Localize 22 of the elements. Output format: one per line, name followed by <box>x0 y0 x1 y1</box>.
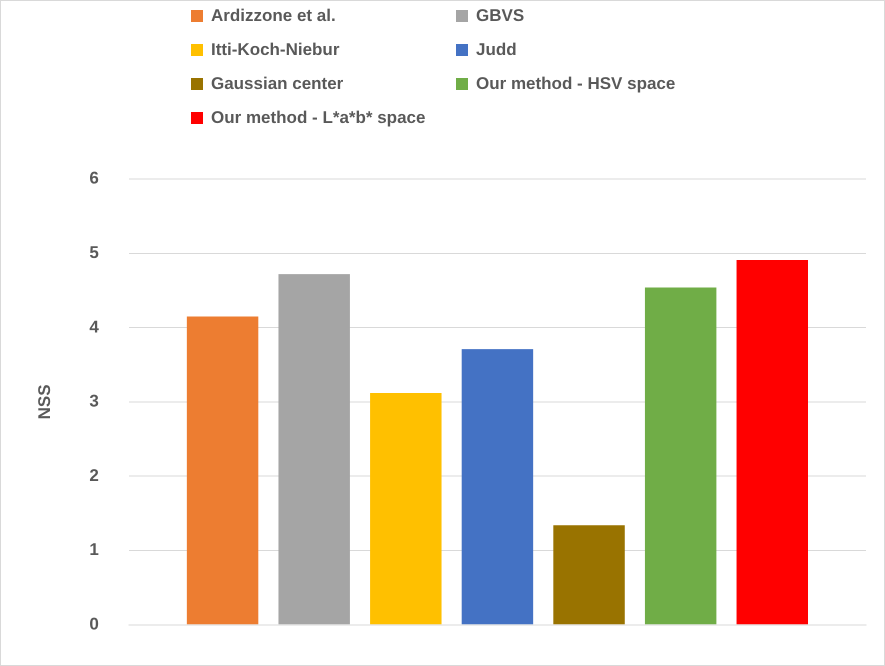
bar <box>644 287 716 624</box>
legend-label: Itti-Koch-Niebur <box>211 40 340 60</box>
legend-label: Judd <box>476 40 517 60</box>
legend-label: GBVS <box>476 6 524 26</box>
y-tick-label: 1 <box>89 540 99 560</box>
y-tick-label: 2 <box>89 466 99 485</box>
y-tick-label: 5 <box>89 242 99 262</box>
legend-label: Our method - L*a*b* space <box>211 108 426 128</box>
y-tick-label: 4 <box>89 317 100 336</box>
bar <box>278 274 350 624</box>
y-axis-title: NSS <box>34 384 54 420</box>
bar <box>553 525 625 624</box>
y-tick-label: 0 <box>89 614 99 634</box>
bar <box>462 349 534 624</box>
bar <box>370 392 442 624</box>
legend-label: Gaussian center <box>211 74 344 94</box>
legend-label: Ardizzone et al. <box>211 6 336 26</box>
bar <box>186 316 258 624</box>
bar <box>736 260 808 624</box>
legend-label: Our method - HSV space <box>476 74 676 94</box>
y-tick-label: 6 <box>89 168 99 188</box>
y-tick-label: 3 <box>89 392 99 411</box>
